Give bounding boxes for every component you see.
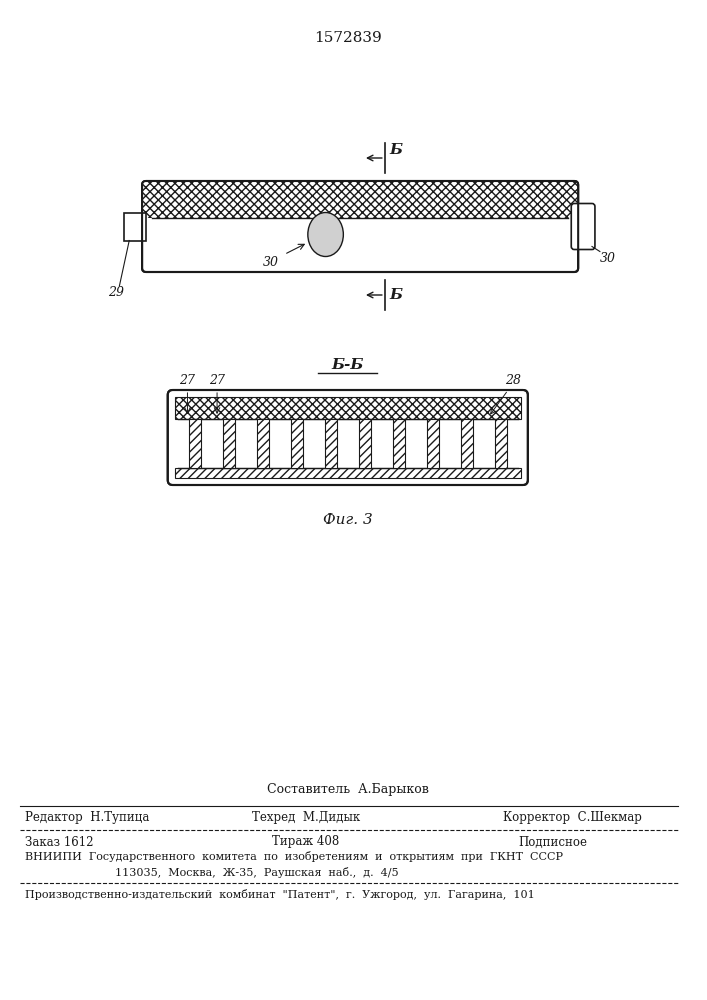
Ellipse shape <box>308 213 344 256</box>
Bar <box>124 213 146 240</box>
Bar <box>393 419 405 468</box>
Text: Подписное: Подписное <box>518 836 587 848</box>
FancyBboxPatch shape <box>142 181 578 222</box>
Text: Б: Б <box>390 288 403 302</box>
Text: Фиг. 3: Фиг. 3 <box>323 513 373 527</box>
Text: Б-Б: Б-Б <box>332 358 364 372</box>
Bar <box>257 419 269 468</box>
Text: Техред  М.Дидык: Техред М.Дидык <box>252 812 360 824</box>
Bar <box>461 419 473 468</box>
Text: Корректор  С.Шекмар: Корректор С.Шекмар <box>503 812 642 824</box>
Bar <box>175 397 521 419</box>
Bar <box>189 419 201 468</box>
FancyBboxPatch shape <box>168 390 528 485</box>
FancyBboxPatch shape <box>571 204 595 249</box>
Bar <box>495 419 507 468</box>
Text: Тираж 408: Тираж 408 <box>272 836 339 848</box>
Text: Заказ 1612: Заказ 1612 <box>25 836 93 848</box>
Bar <box>427 419 439 468</box>
Text: 30: 30 <box>263 256 279 269</box>
Bar <box>359 419 370 468</box>
FancyBboxPatch shape <box>142 181 578 272</box>
Text: 29: 29 <box>108 286 124 299</box>
Text: 27: 27 <box>180 374 195 387</box>
Bar <box>175 468 521 478</box>
Text: ВНИИПИ  Государственного  комитета  по  изобретениям  и  открытиям  при  ГКНТ  С: ВНИИПИ Государственного комитета по изоб… <box>25 852 563 862</box>
Bar <box>325 419 337 468</box>
Bar <box>145 218 575 269</box>
Text: 113035,  Москва,  Ж-35,  Раушская  наб.,  д.  4/5: 113035, Москва, Ж-35, Раушская наб., д. … <box>115 866 398 878</box>
Text: 1572839: 1572839 <box>315 31 382 45</box>
Text: Редактор  Н.Тупица: Редактор Н.Тупица <box>25 812 149 824</box>
Text: 27: 27 <box>209 374 225 387</box>
Bar <box>223 419 235 468</box>
Text: 30: 30 <box>600 251 616 264</box>
Text: 28: 28 <box>505 374 521 387</box>
Text: Б: Б <box>390 143 403 157</box>
Text: Составитель  А.Барыков: Составитель А.Барыков <box>267 784 429 796</box>
Text: Производственно-издательский  комбинат  "Патент",  г.  Ужгород,  ул.  Гагарина, : Производственно-издательский комбинат "П… <box>25 890 534 900</box>
Bar <box>291 419 303 468</box>
